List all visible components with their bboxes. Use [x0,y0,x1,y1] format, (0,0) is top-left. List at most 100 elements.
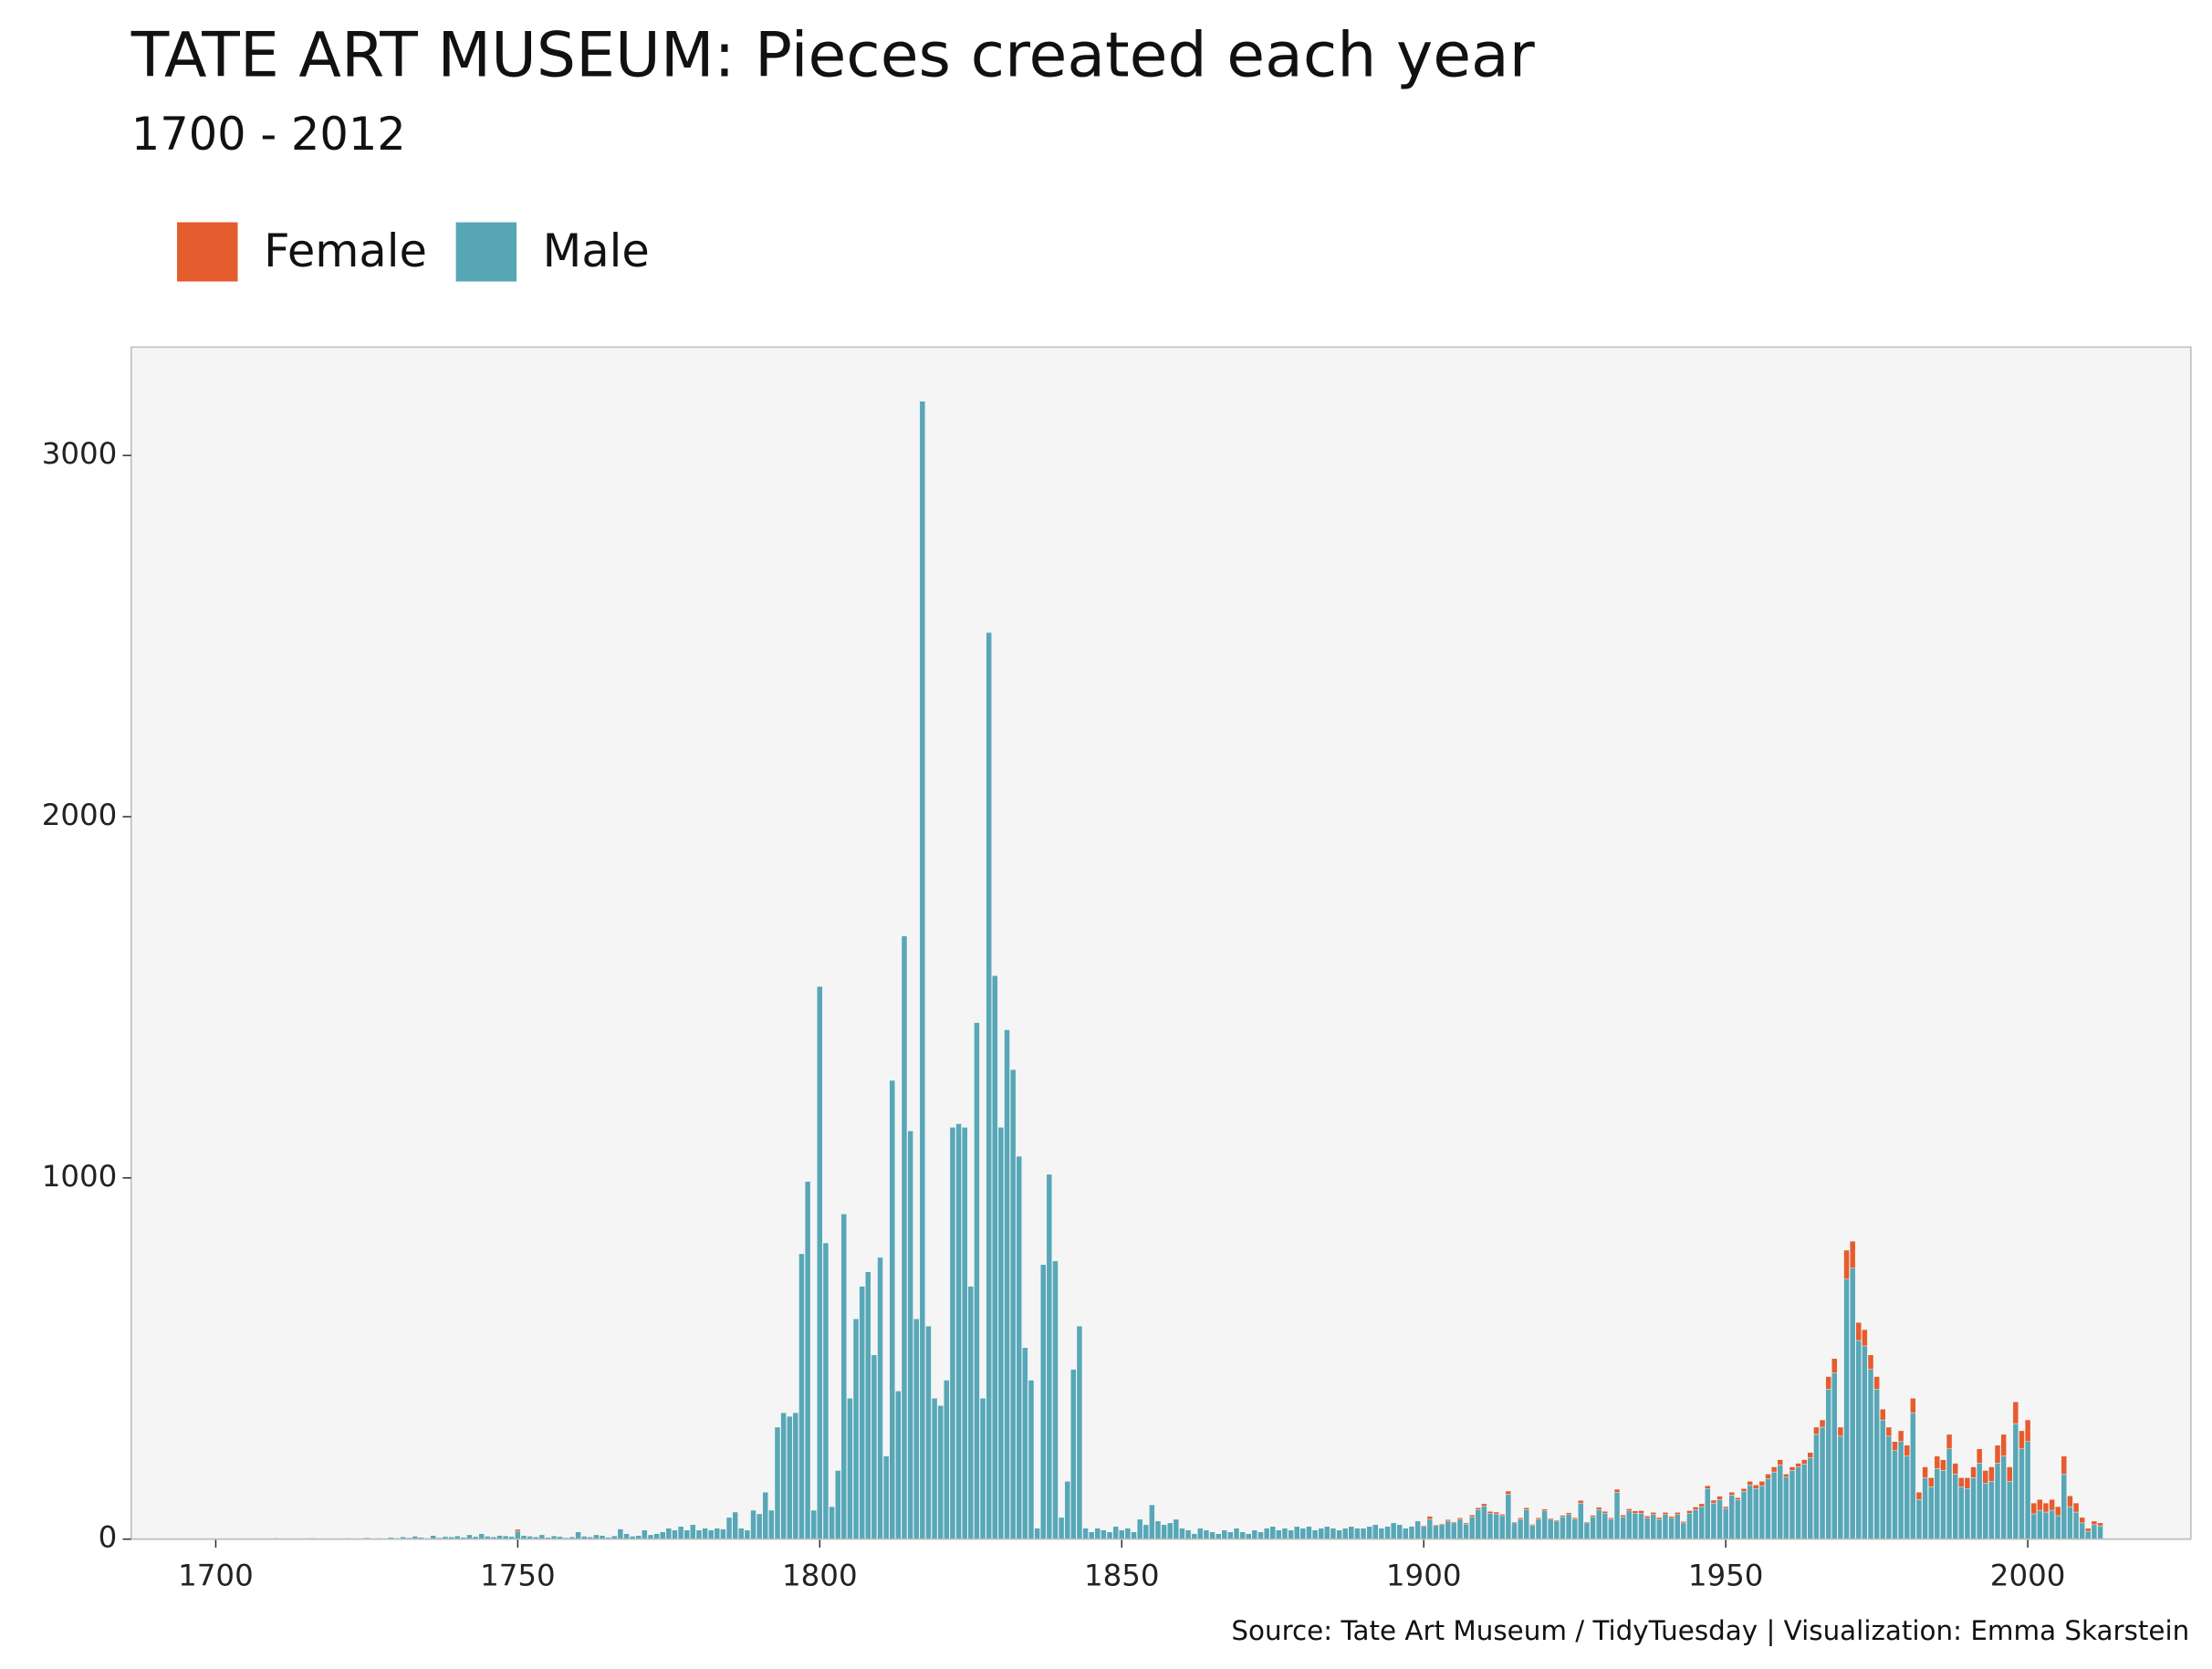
bar [1475,1509,1481,1539]
bar [1571,1518,1578,1539]
bar [1269,1526,1276,1539]
bar [1197,1528,1204,1539]
bar [865,1271,871,1539]
bar [1583,1521,1591,1524]
bar [720,1528,726,1539]
bar [1445,1519,1451,1522]
bar [1638,1512,1644,1539]
bar [1698,1506,1705,1539]
bar [1548,1518,1554,1520]
bar [859,1286,865,1539]
y-tick-label: 3000 [42,436,118,471]
bar [1867,1369,1874,1539]
bar [1306,1526,1312,1539]
bar [1722,1507,1729,1539]
bar [1626,1508,1633,1512]
bar [1801,1459,1808,1465]
bar [1692,1507,1699,1510]
bar [1880,1419,1886,1539]
bar [2049,1509,2055,1539]
bar [1154,1520,1162,1539]
bar [695,1529,703,1539]
bar [2007,1481,2013,1539]
bar [1602,1512,1608,1539]
bar [871,1354,878,1539]
bar [708,1529,715,1539]
bar [1276,1529,1282,1539]
bar [738,1528,745,1539]
bar [1505,1494,1512,1539]
bar [2067,1506,2073,1539]
bar [974,1022,980,1539]
bar [1946,1448,1953,1539]
bar [792,1412,799,1539]
bar [2079,1522,2085,1539]
bar [1372,1524,1379,1539]
bar [1330,1528,1337,1539]
y-tick-label: 1000 [42,1159,118,1194]
bar [1608,1518,1614,1539]
bar [1885,1435,1893,1539]
bar [1765,1477,1771,1539]
bar [1643,1518,1651,1539]
bar [1819,1419,1826,1428]
bar [1855,1340,1862,1539]
bar [2000,1455,2007,1539]
bar [1753,1485,1759,1489]
bar [1807,1452,1813,1458]
bar [1505,1490,1512,1495]
bar [1468,1516,1476,1539]
bar [2079,1517,2085,1524]
bar [1571,1518,1578,1520]
bar [1179,1528,1185,1539]
bar [1910,1398,1916,1413]
bar [829,1506,835,1539]
bar [1892,1450,1898,1539]
bar [1705,1488,1711,1539]
bar [1892,1441,1898,1451]
bar [1740,1488,1748,1492]
bar [907,1131,913,1539]
bar [1686,1510,1693,1514]
bar [2024,1419,2031,1443]
bar [1668,1516,1675,1518]
bar [2085,1530,2092,1539]
bar [1795,1466,1801,1539]
bar [1994,1463,2001,1539]
bar [1934,1468,1940,1539]
bar [1873,1389,1880,1539]
bar [1553,1520,1560,1539]
bar [1263,1528,1270,1539]
bar [780,1412,787,1539]
bar [1463,1522,1469,1525]
bar [1403,1528,1409,1539]
bar [1578,1502,1584,1539]
bar [877,1257,883,1539]
legend-swatch [175,221,240,284]
bar [1499,1514,1506,1517]
bar [1456,1518,1464,1539]
bar [1994,1445,2001,1464]
bar [1783,1474,1789,1477]
bar [1843,1278,1850,1539]
bar [690,1524,696,1539]
bar [1837,1426,1844,1437]
x-tick-label: 1800 [782,1558,858,1592]
bar [1348,1526,1354,1539]
bar [1022,1347,1028,1539]
bar [2067,1495,2073,1507]
bar [1982,1483,1988,1539]
bar [1819,1426,1826,1539]
bar [683,1529,690,1539]
bar [1553,1519,1560,1522]
bar [1608,1518,1614,1520]
bar [1922,1466,1928,1478]
bar [1541,1510,1548,1539]
bar [967,1286,974,1539]
bar [1638,1510,1644,1514]
bar [1481,1506,1487,1539]
bar [1928,1477,1935,1487]
bar [725,1517,733,1539]
bar [1257,1531,1264,1539]
bar [1590,1515,1596,1518]
